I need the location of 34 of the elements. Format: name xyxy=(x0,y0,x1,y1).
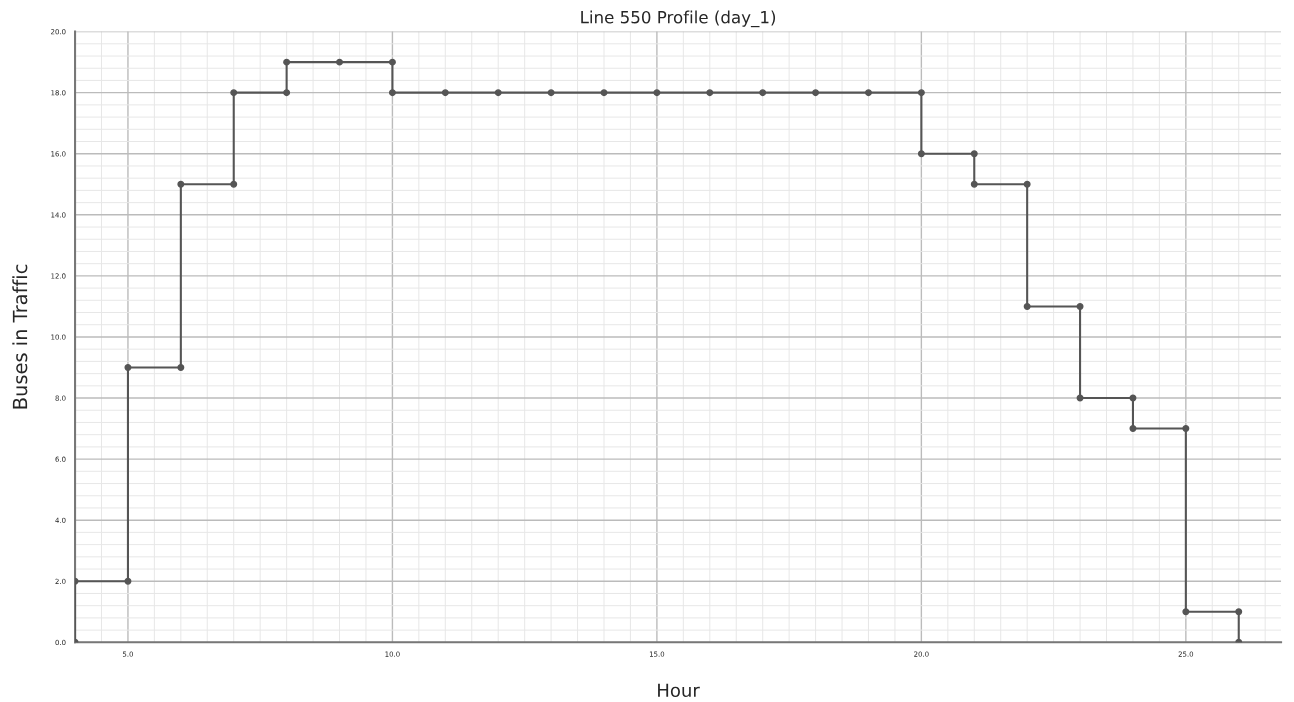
point xyxy=(177,180,185,188)
point xyxy=(336,58,344,66)
point xyxy=(600,89,608,97)
point xyxy=(1182,608,1190,616)
point xyxy=(230,89,238,97)
point xyxy=(441,89,449,97)
point xyxy=(230,180,238,188)
point xyxy=(388,89,396,97)
point xyxy=(1023,180,1031,188)
point xyxy=(759,89,767,97)
point xyxy=(1235,608,1243,616)
point xyxy=(124,364,132,371)
point xyxy=(970,150,978,158)
point xyxy=(177,364,185,371)
point xyxy=(706,89,714,97)
point xyxy=(1023,302,1031,310)
point xyxy=(494,89,502,97)
chart-title: Line 550 Profile (day_1) xyxy=(581,10,776,28)
point xyxy=(917,89,925,97)
point xyxy=(547,89,555,97)
point xyxy=(970,180,978,188)
point xyxy=(917,150,925,158)
point xyxy=(283,58,291,66)
point xyxy=(283,89,291,97)
point xyxy=(1182,425,1190,433)
point xyxy=(1129,425,1137,433)
point xyxy=(812,89,820,97)
x-axis-title: Hour xyxy=(658,683,700,698)
point xyxy=(865,89,872,97)
point xyxy=(124,577,132,585)
y-axis-title: Buses in Traffic xyxy=(12,264,28,409)
point xyxy=(1076,302,1084,310)
point xyxy=(653,89,661,97)
point xyxy=(388,58,396,66)
